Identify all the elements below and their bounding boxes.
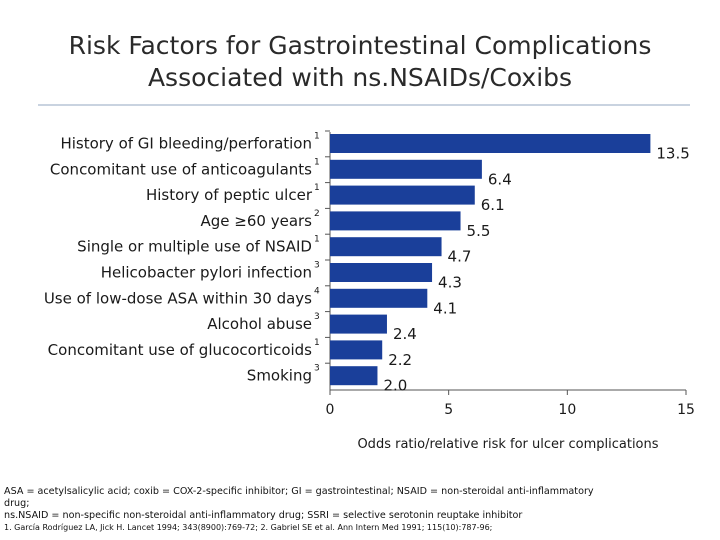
bar-10 xyxy=(330,366,378,386)
x-tick-label: 5 xyxy=(444,402,453,418)
value-label: 4.3 xyxy=(438,274,462,292)
footnote-references: 1. García Rodríguez LA, Jick H. Lancet 1… xyxy=(4,523,493,532)
footnote-line-3: ns.NSAID = non-specific non-steroidal an… xyxy=(4,510,523,521)
category-label: History of peptic ulcer xyxy=(146,186,313,204)
value-label: 6.4 xyxy=(488,170,512,188)
category-reference: 2 xyxy=(314,209,320,219)
category-label: Concomitant use of anticoagulants xyxy=(50,160,312,178)
category-reference: 3 xyxy=(314,261,320,271)
category-reference: 4 xyxy=(314,286,320,296)
footnote-line-2: drug; xyxy=(4,498,30,509)
title-line-1: Risk Factors for Gastrointestinal Compli… xyxy=(68,31,652,60)
value-label: 2.2 xyxy=(388,351,412,369)
bar-2 xyxy=(330,159,482,179)
value-label: 4.7 xyxy=(448,248,472,266)
bar-9 xyxy=(330,340,383,360)
title-divider xyxy=(38,104,690,106)
bar-3 xyxy=(330,185,475,205)
category-label: Helicobacter pylori infection xyxy=(101,264,312,282)
category-reference: 3 xyxy=(314,312,320,322)
value-label: 5.5 xyxy=(467,222,491,240)
bar-5 xyxy=(330,237,442,257)
category-label: Alcohol abuse xyxy=(207,315,312,333)
odds-ratio-bar-chart: History of GI bleeding/perforation 113.5C… xyxy=(44,130,695,452)
category-label: History of GI bleeding/perforation xyxy=(60,135,312,153)
category-reference: 1 xyxy=(314,132,320,142)
category-label: Use of low-dose ASA within 30 days xyxy=(44,289,312,307)
category-label: Concomitant use of glucocorticoids xyxy=(48,341,313,359)
value-label: 6.1 xyxy=(481,196,505,214)
bar-4 xyxy=(330,211,461,231)
x-axis-label: Odds ratio/relative risk for ulcer compl… xyxy=(357,437,658,452)
x-tick-label: 15 xyxy=(677,402,695,418)
slide-title: Risk Factors for Gastrointestinal Compli… xyxy=(0,30,720,94)
bar-1 xyxy=(330,134,651,153)
category-reference: 1 xyxy=(314,157,320,167)
category-label: Age ≥60 years xyxy=(201,212,313,230)
category-label: Single or multiple use of NSAID xyxy=(77,238,312,256)
bar-6 xyxy=(330,263,433,282)
value-label: 4.1 xyxy=(433,299,457,317)
value-label: 13.5 xyxy=(656,145,689,163)
title-line-2: Associated with ns.NSAIDs/Coxibs xyxy=(147,63,573,92)
x-tick-label: 10 xyxy=(558,402,576,418)
value-label: 2.4 xyxy=(393,325,417,343)
category-reference: 1 xyxy=(314,338,320,348)
bar-7 xyxy=(330,288,428,308)
value-label: 2.0 xyxy=(383,377,407,395)
category-label: Smoking xyxy=(247,367,312,385)
category-reference: 3 xyxy=(314,364,320,374)
category-reference: 1 xyxy=(314,235,320,245)
bar-8 xyxy=(330,314,387,334)
x-tick-label: 0 xyxy=(326,402,335,418)
footnote-line-1: ASA = acetylsalicylic acid; coxib = COX-… xyxy=(4,486,594,497)
footnote: ASA = acetylsalicylic acid; coxib = COX-… xyxy=(4,486,716,534)
category-reference: 1 xyxy=(314,183,320,193)
